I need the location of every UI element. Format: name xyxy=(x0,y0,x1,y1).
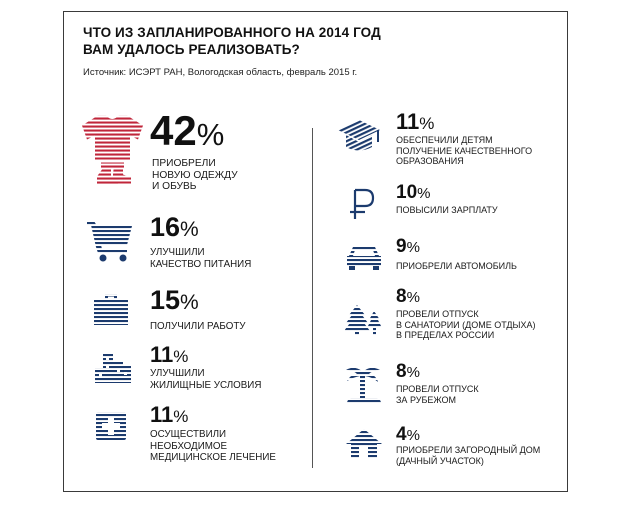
item-label-line: ПРИОБРЕЛИ xyxy=(152,158,216,169)
item-label: ПРОВЕЛИ ОТПУСК ЗА РУБЕЖОМ xyxy=(396,384,479,405)
shopping-cart-icon xyxy=(86,218,134,263)
percent-number: 8 xyxy=(396,361,407,382)
percent-unit: % xyxy=(406,289,420,306)
percent-value: 8% xyxy=(396,362,420,381)
percent-value: 42% xyxy=(150,110,224,152)
title-line-2: ВАМ УДАЛОСЬ РЕАЛИЗОВАТЬ? xyxy=(83,42,300,57)
item-label: ПОВЫСИЛИ ЗАРПЛАТУ xyxy=(396,205,498,216)
percent-value: 16% xyxy=(150,214,199,241)
item-label: ПОЛУЧИЛИ РАБОТУ xyxy=(150,321,246,333)
item-label-line: ПРИОБРЕЛИ ЗАГОРОДНЫЙ ДОМ xyxy=(396,445,541,455)
percent-number: 11 xyxy=(396,109,420,134)
percent-unit: % xyxy=(406,239,420,256)
percent-number: 8 xyxy=(396,286,407,307)
percent-unit: % xyxy=(406,364,420,381)
percent-unit: % xyxy=(180,218,199,241)
graduation-cap-icon xyxy=(337,118,381,154)
item-label-line: НЕОБХОДИМОЕ xyxy=(150,440,228,452)
item-label: ПРИОБРЕЛИ НОВУЮ ОДЕЖДУ И ОБУВЬ xyxy=(152,158,238,193)
ruble-icon xyxy=(348,187,376,221)
percent-number: 11 xyxy=(150,342,174,367)
item-label-line: В САНАТОРИИ (ДОМЕ ОТДЫХА) xyxy=(396,319,536,330)
item-label: ОБЕСПЕЧИЛИ ДЕТЯМ ПОЛУЧЕНИЕ КАЧЕСТВЕННОГО О… xyxy=(396,135,532,167)
car-icon xyxy=(346,243,382,271)
medical-cross-icon xyxy=(95,410,127,442)
title-line-1: ЧТО ИЗ ЗАПЛАНИРОВАННОГО НА 2014 ГОД xyxy=(83,25,381,40)
percent-unit: % xyxy=(180,291,199,314)
percent-unit: % xyxy=(173,347,189,366)
percent-unit: % xyxy=(419,114,435,133)
item-label-line: ПРОВЕЛИ ОТПУСК xyxy=(396,309,479,319)
item-label-line: КАЧЕСТВО ПИТАНИЯ xyxy=(150,258,252,270)
item-label-line: ОБРАЗОВАНИЯ xyxy=(396,156,464,166)
item-label: ПРИОБРЕЛИ ЗАГОРОДНЫЙ ДОМ (ДАЧНЫЙ УЧАСТОК) xyxy=(396,445,540,466)
percent-number: 4 xyxy=(396,424,407,445)
item-label-line: И ОБУВЬ xyxy=(152,181,197,192)
item-label-line: ЗА РУБЕЖОМ xyxy=(396,394,456,405)
item-label: УЛУЧШИЛИ КАЧЕСТВО ПИТАНИЯ xyxy=(150,247,251,270)
pine-trees-icon xyxy=(344,299,382,341)
clothes-icon xyxy=(80,111,145,191)
percent-number: 42 xyxy=(150,107,197,154)
percent-unit: % xyxy=(417,185,431,202)
percent-value: 15% xyxy=(150,287,199,314)
item-label: УЛУЧШИЛИ ЖИЛИЩНЫЕ УСЛОВИЯ xyxy=(150,368,261,391)
item-label-line: МЕДИЦИНСКОЕ ЛЕЧЕНИЕ xyxy=(150,452,276,463)
percent-value: 8% xyxy=(396,287,420,306)
item-label-line: ОСУЩЕСТВИЛИ xyxy=(150,429,227,440)
percent-value: 4% xyxy=(396,425,420,444)
item-label-line: ПОЛУЧЕНИЕ КАЧЕСТВЕННОГО xyxy=(396,145,533,156)
item-label-line: (ДАЧНЫЙ УЧАСТОК) xyxy=(396,455,484,466)
house-icon xyxy=(345,427,383,460)
percent-unit: % xyxy=(173,407,189,426)
chart-title: ЧТО ИЗ ЗАПЛАНИРОВАННОГО НА 2014 ГОД ВАМ … xyxy=(83,24,381,58)
item-label-line: ОБЕСПЕЧИЛИ ДЕТЯМ xyxy=(396,135,493,145)
percent-unit: % xyxy=(196,117,225,152)
item-label-line: В ПРЕДЕЛАХ РОССИИ xyxy=(396,330,495,340)
item-label-line: ЖИЛИЩНЫЕ УСЛОВИЯ xyxy=(150,379,262,391)
source-note: Источник: ИСЭРТ РАН, Вологодская область… xyxy=(83,67,358,78)
briefcase-icon xyxy=(92,292,130,327)
item-label-line: УЛУЧШИЛИ xyxy=(150,368,205,379)
percent-number: 15 xyxy=(150,285,181,315)
item-label-line: ПОЛУЧИЛИ РАБОТУ xyxy=(150,321,246,332)
palm-tree-icon xyxy=(343,364,383,404)
buildings-icon xyxy=(93,350,133,384)
percent-number: 11 xyxy=(150,402,174,427)
percent-value: 11% xyxy=(150,404,188,426)
percent-value: 9% xyxy=(396,237,420,256)
percent-number: 10 xyxy=(396,182,418,203)
item-label-line: НОВУЮ ОДЕЖДУ xyxy=(152,169,238,181)
item-label-line: ПРИОБРЕЛИ АВТОМОБИЛЬ xyxy=(396,261,517,271)
item-label: ПРИОБРЕЛИ АВТОМОБИЛЬ xyxy=(396,261,517,272)
item-label: ОСУЩЕСТВИЛИ НЕОБХОДИМОЕ МЕДИЦИНСКОЕ ЛЕЧЕНИ… xyxy=(150,429,276,464)
percent-value: 10% xyxy=(396,183,430,202)
item-label: ПРОВЕЛИ ОТПУСК В САНАТОРИИ (ДОМЕ ОТДЫХА) В… xyxy=(396,309,536,341)
percent-value: 11% xyxy=(396,111,434,133)
item-label-line: УЛУЧШИЛИ xyxy=(150,247,205,258)
column-divider xyxy=(312,128,313,468)
infographic-frame xyxy=(63,11,568,492)
percent-number: 16 xyxy=(150,212,181,242)
percent-value: 11% xyxy=(150,344,188,366)
item-label-line: ПРОВЕЛИ ОТПУСК xyxy=(396,384,479,394)
item-label-line: ПОВЫСИЛИ ЗАРПЛАТУ xyxy=(396,205,498,215)
percent-unit: % xyxy=(406,427,420,444)
percent-number: 9 xyxy=(396,236,407,257)
